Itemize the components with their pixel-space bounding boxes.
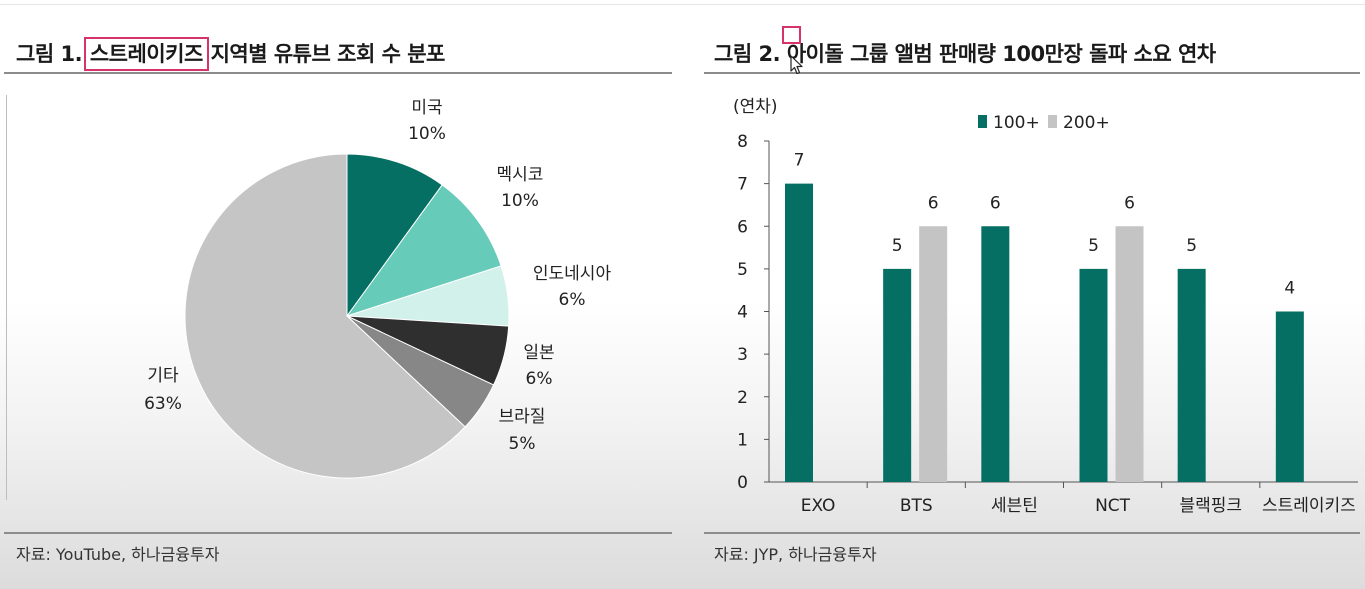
bar-series2-cat4 (1115, 226, 1144, 482)
pie-value-item-3: 6% (526, 369, 553, 389)
top-border (0, 4, 1365, 5)
figure-2-source: 자료: JYP, 하나금융투자 (714, 545, 877, 564)
bar-series1-cat6 (1275, 311, 1304, 482)
bar-series1-cat2 (883, 268, 912, 482)
pie-label-item-1: 멕시코 (497, 165, 544, 185)
figure-1-title-suffix: 지역별 유튜브 조회 수 분포 (210, 42, 446, 66)
pie-slice-item-0 (346, 153, 443, 318)
y-tick-label: 3 (737, 345, 748, 365)
bar-series1-cat1 (785, 183, 813, 482)
y-tick-label: 2 (737, 388, 748, 408)
x-tick-label: NCT (1095, 496, 1131, 516)
y-axis-label: (연차) (733, 97, 778, 117)
bar-data-label: 5 (892, 236, 903, 256)
figure-1-title: 그림 1. 스트레이키즈 지역별 유튜브 조회 수 분포 (16, 37, 446, 71)
bar-data-label: 4 (1284, 279, 1295, 299)
legend-label-1: 100+ (993, 113, 1040, 133)
x-tick-label: 블랙핑크 (1179, 496, 1242, 516)
legend-swatch-1 (978, 115, 987, 128)
y-tick-label: 6 (737, 217, 748, 237)
y-tick-label: 4 (737, 303, 748, 323)
pie-value-item-5: 63% (144, 394, 182, 414)
x-tick-label: EXO (801, 496, 836, 516)
mouse-pointer-icon (790, 55, 803, 75)
y-tick-label: 8 (737, 132, 748, 152)
bar-series1-cat3 (981, 226, 1010, 482)
pie-label-item-2: 인도네시아 (533, 264, 612, 284)
pie-value-item-2: 6% (559, 290, 586, 310)
figure-1-bottom-rule (4, 532, 672, 534)
legend-label-2: 200+ (1063, 113, 1110, 133)
selection-box (782, 26, 801, 44)
figure-1-panel: 그림 1. 스트레이키즈 지역별 유튜브 조회 수 분포 미국 10% 멕시코 10%… (0, 0, 680, 589)
bar-data-label: 6 (990, 193, 1001, 213)
pie-slice-item-1 (345, 184, 502, 317)
bar-data-label: 6 (1124, 193, 1135, 213)
y-tick-label: 5 (737, 260, 748, 280)
bar-chart: 0 1 2 3 4 5 6 7 8 (연차) 100+ 200+ 7 EXO 5 6 BTS 6 세븐틴 5 6 NCT 5… (733, 97, 1358, 516)
pie-label-item-0: 미국 (411, 98, 442, 118)
pie-value-item-0: 10% (408, 124, 446, 144)
y-tick-label: 7 (737, 175, 748, 195)
bar-series1-cat4 (1079, 268, 1108, 482)
x-tick-label: BTS (900, 496, 933, 516)
left-edge-frame (0, 95, 7, 500)
figure-1-top-rule (4, 72, 672, 74)
highlighted-title-term: 스트레이키즈 (83, 37, 209, 71)
x-tick-label: 스트레이키즈 (1262, 496, 1356, 516)
figure-1-source: 자료: YouTube, 하나금융투자 (16, 545, 220, 564)
pie-value-item-1: 10% (501, 191, 539, 211)
bar-series2-cat2 (919, 226, 948, 482)
pie-value-item-4: 5% (509, 434, 536, 454)
y-tick-label: 1 (737, 430, 748, 450)
bar-data-label: 5 (1088, 236, 1099, 256)
figure-2-bottom-rule (704, 532, 1360, 534)
y-tick-label: 0 (737, 473, 748, 493)
bar-data-label: 6 (928, 193, 939, 213)
bar-data-label: 5 (1186, 236, 1197, 256)
pie-chart: 미국 10% 멕시코 10% 인도네시아 6% 일본 6% 브라질 5% 기타 63% (144, 98, 612, 479)
figure-1-title-prefix: 그림 1. (16, 42, 83, 66)
bar-series1-cat5 (1177, 268, 1206, 482)
pie-label-item-3: 일본 (523, 343, 554, 363)
pie-label-item-4: 브라질 (499, 407, 546, 427)
pie-slice-item-5 (184, 153, 466, 479)
legend-swatch-2 (1048, 115, 1057, 128)
pie-label-item-5: 기타 (147, 366, 179, 386)
x-tick-label: 세븐틴 (991, 496, 1038, 516)
figure-2-top-rule (704, 72, 1360, 74)
bar-data-label: 7 (794, 151, 805, 171)
